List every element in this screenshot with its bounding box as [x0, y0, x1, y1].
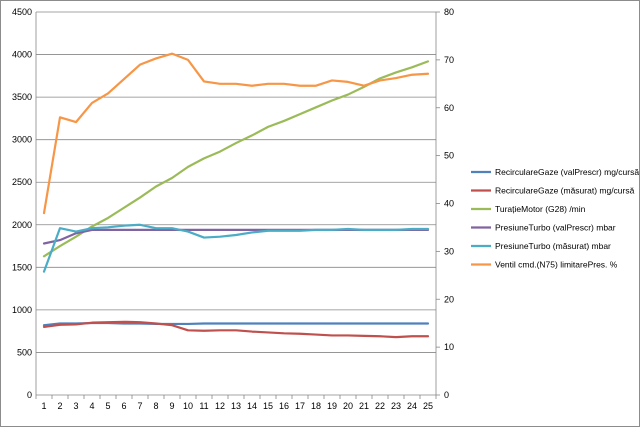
y2-tick-label: 70: [444, 55, 454, 65]
y-tick-label: 0: [27, 390, 32, 400]
x-tick-label: 19: [327, 401, 337, 411]
x-tick-label: 1: [41, 401, 46, 411]
y2-tick-label: 50: [444, 151, 454, 161]
axes: [35, 11, 440, 399]
x-tick-label: 6: [121, 401, 126, 411]
x-tick-label: 5: [105, 401, 110, 411]
x-tick-label: 8: [153, 401, 158, 411]
x-tick-label: 18: [311, 401, 321, 411]
y2-tick-label: 0: [444, 390, 449, 400]
x-tick-label: 12: [215, 401, 225, 411]
x-tick-label: 17: [295, 401, 305, 411]
series-line-3: [42, 60, 430, 258]
y2-tick-label: 60: [444, 103, 454, 113]
x-tick-label: 3: [73, 401, 78, 411]
x-tick-label: 23: [391, 401, 401, 411]
series-line-4: [42, 228, 430, 245]
y2-tick-label: 30: [444, 246, 454, 256]
y2-tick-label: 10: [444, 342, 454, 352]
y-tick-label: 4000: [12, 50, 32, 60]
x-tick-label: 15: [263, 401, 273, 411]
y-tick-label: 1500: [12, 262, 32, 272]
series-line-2: [42, 320, 430, 339]
x-tick-label: 9: [169, 401, 174, 411]
legend-label: RecirculareGaze (valPrescr) mg/cursă: [495, 167, 639, 177]
x-tick-label: 14: [247, 401, 257, 411]
y2-tick-label: 20: [444, 294, 454, 304]
series-line-6: [42, 52, 430, 215]
legend: RecirculareGaze (valPrescr) mg/cursă Reci…: [471, 167, 639, 270]
y-tick-label: 2000: [12, 220, 32, 230]
x-tick-label: 20: [343, 401, 353, 411]
y-tick-label: 1000: [12, 305, 32, 315]
legend-label: Ventil cmd.(N75) limitarePres. %: [495, 260, 618, 270]
y-tick-label: 500: [17, 347, 32, 357]
legend-label: PresiuneTurbo (valPrescr) mbar: [495, 223, 616, 233]
legend-label: TurațieMotor (G28) /min: [495, 204, 586, 214]
x-tick-label: 24: [407, 401, 417, 411]
legend-label: RecirculareGaze (măsurat) mg/cursă: [495, 186, 635, 196]
x-tick-label: 13: [231, 401, 241, 411]
gridlines: [36, 11, 436, 353]
tick-labels: 0 500 1000 1500 2000 2500 3000 3500 4000 4500 0 10 2…: [12, 7, 454, 411]
x-tick-label: 4: [89, 401, 94, 411]
y-tick-label: 3500: [12, 92, 32, 102]
legend-label: PresiuneTurbo (măsurat) mbar: [495, 241, 611, 251]
series-lines: [42, 52, 430, 339]
x-tick-label: 11: [199, 401, 208, 411]
x-tick-label: 22: [375, 401, 385, 411]
x-tick-label: 10: [183, 401, 193, 411]
y-tick-label: 3000: [12, 135, 32, 145]
x-tick-label: 7: [137, 401, 142, 411]
x-tick-label: 21: [359, 401, 369, 411]
y2-tick-label: 80: [444, 7, 454, 17]
x-tick-label: 16: [279, 401, 289, 411]
y-tick-label: 4500: [12, 7, 32, 17]
y2-tick-label: 40: [444, 199, 454, 209]
x-tick-label: 25: [423, 401, 433, 411]
y-tick-label: 2500: [12, 177, 32, 187]
x-tick-label: 2: [57, 401, 62, 411]
series-line-5: [42, 223, 430, 273]
